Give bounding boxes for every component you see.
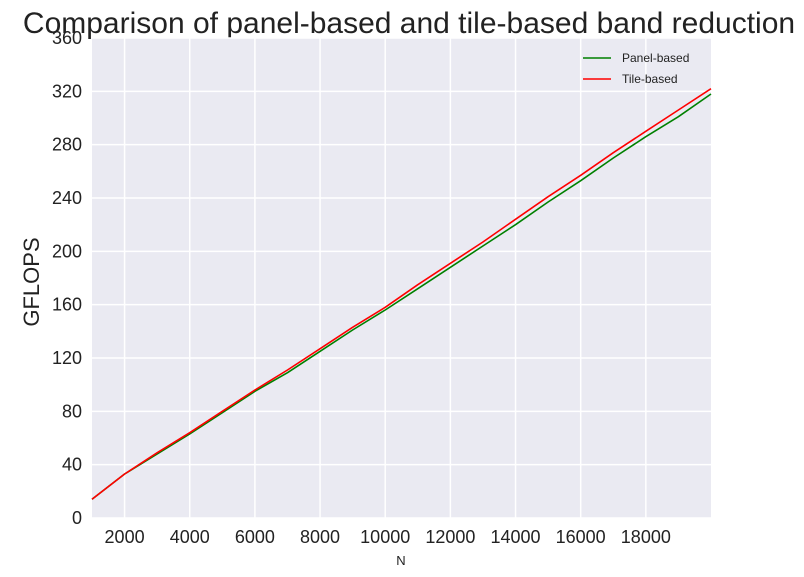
x-axis-ticks: 2000 4000 6000 8000 10000 12000 14000 16000 1800… [105,527,671,547]
x-tick-label: 14000 [490,527,540,547]
legend-label: Tile-based [622,72,678,86]
x-tick-label: 10000 [360,527,410,547]
series-line-tile-based [91,88,712,500]
legend-label: Panel-based [622,51,689,65]
legend: Panel-based Tile-based [583,51,689,86]
y-tick-label: 280 [52,135,82,155]
x-axis-label: N [396,553,405,568]
chart-title: Comparison of panel-based and tile-based… [23,7,795,40]
x-tick-label: 8000 [300,527,340,547]
y-axis-ticks: 0 40 80 120 160 200 240 280 320 360 [52,28,82,528]
y-tick-label: 40 [62,455,82,475]
y-tick-label: 120 [52,348,82,368]
x-tick-label: 4000 [170,527,210,547]
plot-area [92,38,711,518]
x-tick-label: 12000 [425,527,475,547]
y-tick-label: 200 [52,241,82,261]
y-tick-label: 80 [62,401,82,421]
y-tick-label: 240 [52,188,82,208]
x-tick-label: 2000 [105,527,145,547]
x-tick-label: 16000 [556,527,606,547]
series-lines [91,88,712,500]
y-tick-label: 360 [52,28,82,48]
y-tick-label: 320 [52,81,82,101]
series-line-panel-based [91,93,712,500]
x-tick-label: 6000 [235,527,275,547]
grid [92,37,711,519]
y-tick-label: 0 [72,508,82,528]
y-axis-label: GFLOPS [19,237,44,326]
y-tick-label: 160 [52,295,82,315]
x-tick-label: 18000 [621,527,671,547]
